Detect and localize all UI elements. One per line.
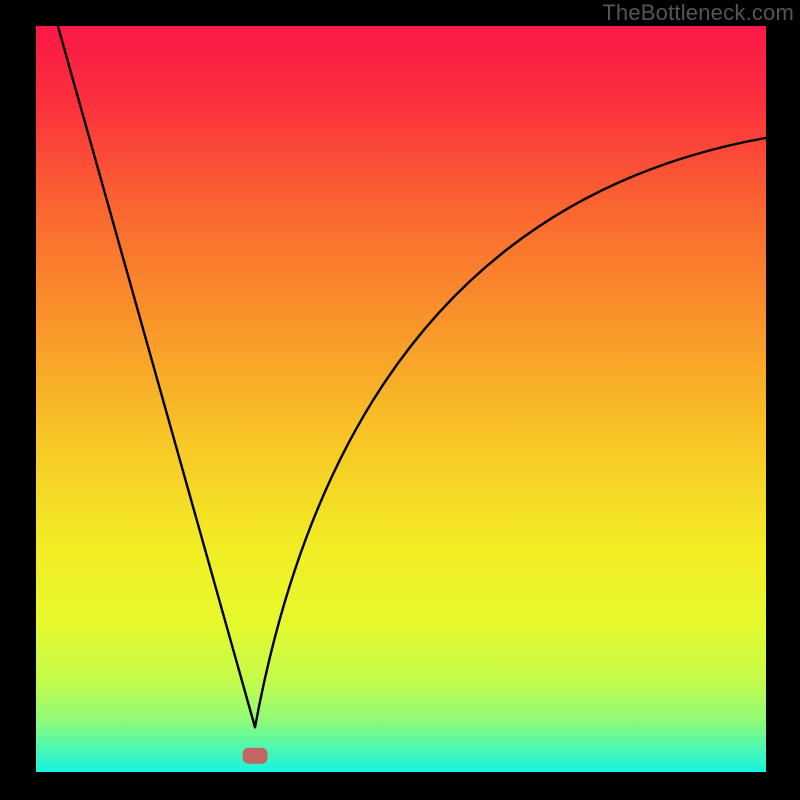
watermark-text: TheBottleneck.com [602, 0, 794, 26]
bottleneck-curve [36, 26, 766, 772]
minimum-marker [243, 747, 268, 763]
plot-area [36, 26, 766, 772]
